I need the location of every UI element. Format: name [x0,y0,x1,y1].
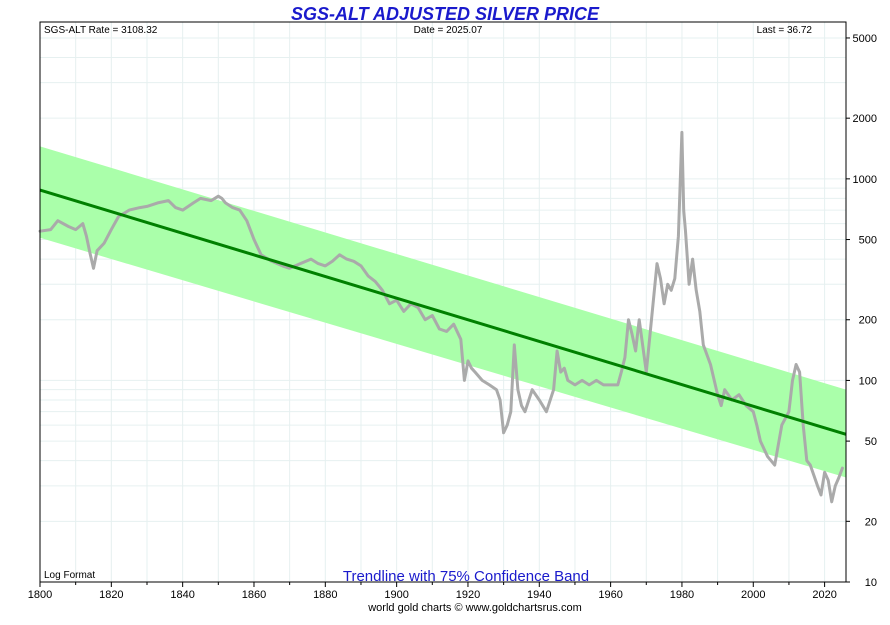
x-axis: 1800 1820 1840 1860 1880 1900 1920 1940 1960 1980… [28,582,837,601]
credit-line: world gold charts © www.goldchartsrus.co… [367,602,582,614]
x-tick-label: 1920 [456,589,480,601]
log-format-label: Log Format [44,570,95,581]
y-tick-label: 20 [865,516,877,528]
y-tick-label: 10 [865,577,877,589]
x-tick-label: 1900 [384,589,408,601]
header-rate: SGS-ALT Rate = 3108.32 [44,25,158,36]
chart-title: SGS-ALT ADJUSTED SILVER PRICE [291,4,600,24]
y-tick-label: 5000 [853,33,877,45]
x-tick-label: 1800 [28,589,52,601]
y-tick-label: 500 [859,235,877,247]
y-tick-label: 50 [865,436,877,448]
trendline-group [39,188,847,436]
x-tick-label: 2020 [812,589,836,601]
x-tick-label: 1840 [170,589,194,601]
trendline [39,188,847,436]
plot-frame [39,21,847,583]
x-tick-label: 2000 [741,589,765,601]
y-axis: 5000 2000 1000 500 200 100 50 20 10 [846,33,877,589]
x-tick-label: 1880 [313,589,337,601]
x-tick-label: 1940 [527,589,551,601]
y-tick-label: 1000 [853,174,877,186]
y-tick-label: 2000 [853,113,877,125]
x-tick-label: 1980 [670,589,694,601]
x-tick-label: 1960 [598,589,622,601]
y-tick-label: 200 [859,315,877,327]
header-date: Date = 2025.07 [414,25,483,36]
chart-subtitle: Trendline with 75% Confidence Band [343,568,589,585]
x-tick-label: 1820 [99,589,123,601]
y-tick-label: 100 [859,375,877,387]
gridlines [39,22,846,583]
header-last: Last = 36.72 [757,25,813,36]
x-tick-label: 1860 [242,589,266,601]
